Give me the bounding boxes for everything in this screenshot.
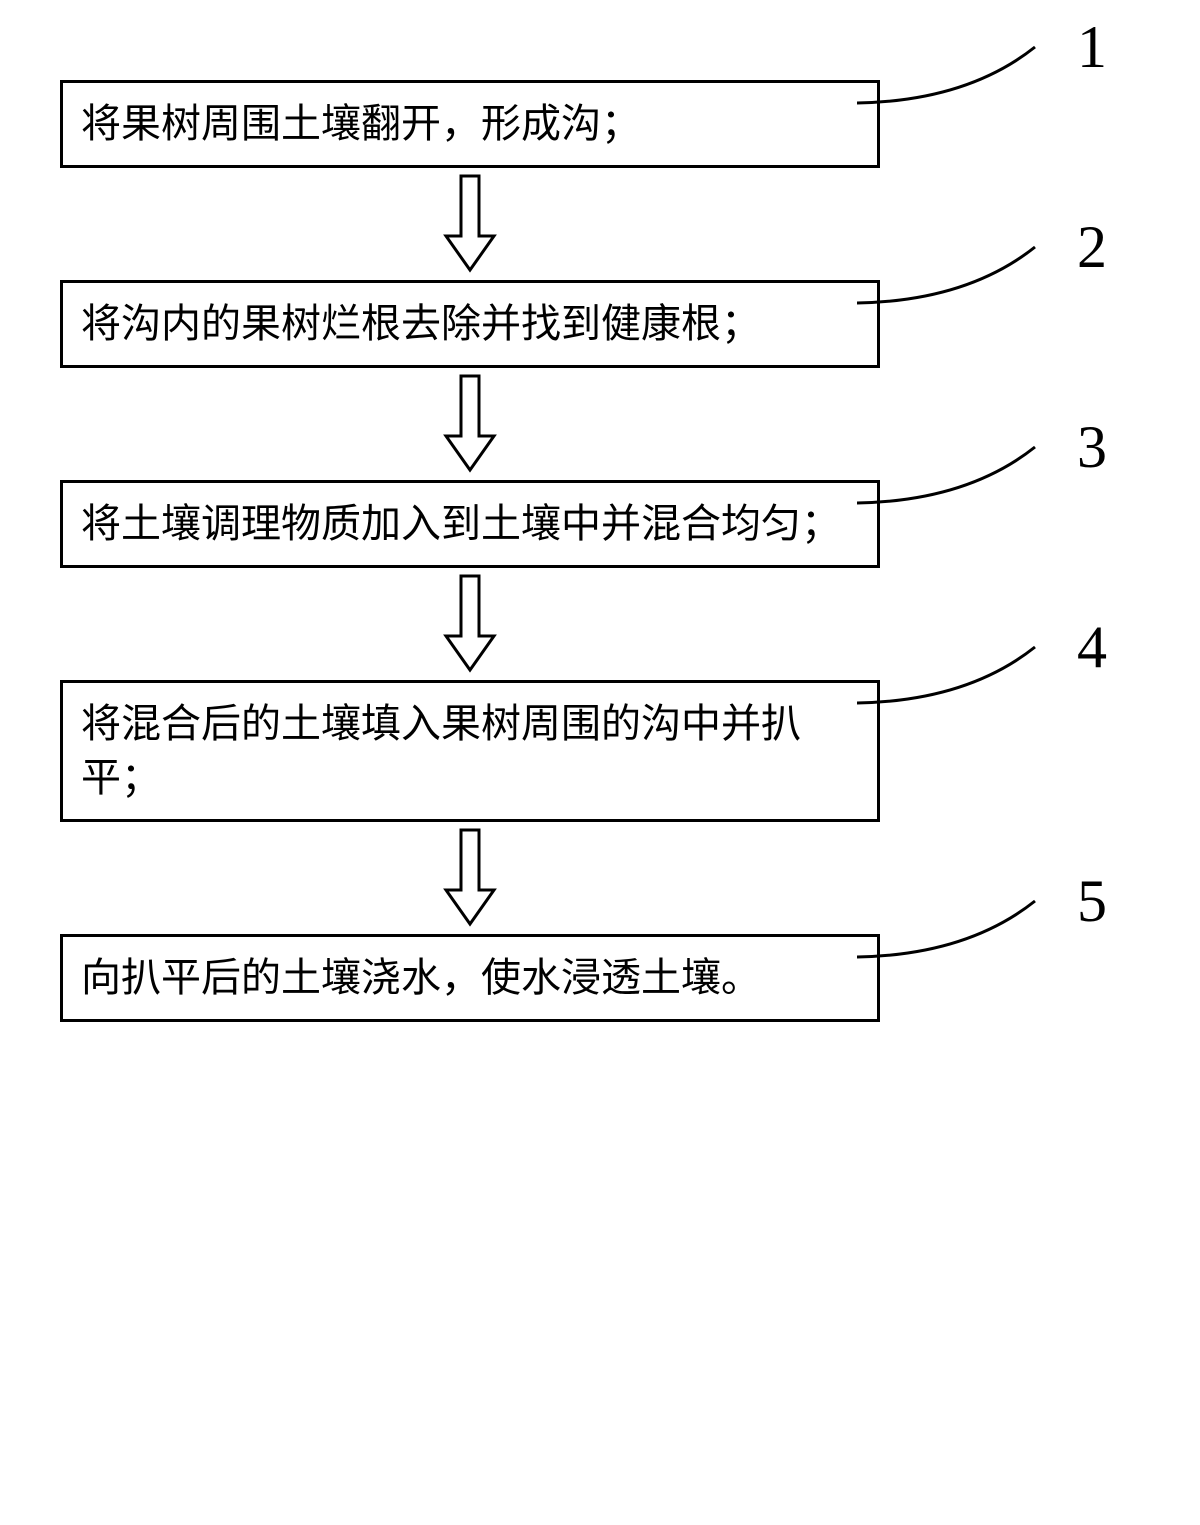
flowchart-container: 将果树周围土壤翻开，形成沟； 1 将沟内的果树烂根去除并找到健康根； 2 将土壤… bbox=[60, 80, 1140, 1022]
flow-step-2-label: 2 bbox=[1077, 213, 1107, 282]
flow-step-2: 将沟内的果树烂根去除并找到健康根； 2 bbox=[60, 280, 880, 368]
leader-line-2 bbox=[857, 241, 1077, 331]
leader-line-4 bbox=[857, 641, 1077, 731]
flow-step-4-label: 4 bbox=[1077, 613, 1107, 682]
flow-step-2-text: 将沟内的果树烂根去除并找到健康根； bbox=[81, 297, 859, 351]
leader-line-5 bbox=[857, 895, 1077, 985]
flow-step-5: 向扒平后的土壤浇水，使水浸透土壤。 5 bbox=[60, 934, 880, 1022]
leader-line-3 bbox=[857, 441, 1077, 531]
flow-step-1-label: 1 bbox=[1077, 13, 1107, 82]
flow-arrow-2-3 bbox=[60, 368, 880, 480]
flow-step-4-text: 将混合后的土壤填入果树周围的沟中并扒平； bbox=[81, 697, 859, 805]
flow-arrow-3-4 bbox=[60, 568, 880, 680]
flow-step-1: 将果树周围土壤翻开，形成沟； 1 bbox=[60, 80, 880, 168]
flow-step-4: 将混合后的土壤填入果树周围的沟中并扒平； 4 bbox=[60, 680, 880, 822]
flow-arrow-4-5 bbox=[60, 822, 880, 934]
flow-step-3-label: 3 bbox=[1077, 413, 1107, 482]
flow-step-5-text: 向扒平后的土壤浇水，使水浸透土壤。 bbox=[81, 951, 859, 1005]
flow-arrow-1-2 bbox=[60, 168, 880, 280]
flow-step-1-text: 将果树周围土壤翻开，形成沟； bbox=[81, 97, 859, 151]
flow-step-5-label: 5 bbox=[1077, 867, 1107, 936]
flow-step-3-text: 将土壤调理物质加入到土壤中并混合均匀； bbox=[81, 497, 859, 551]
flow-step-3: 将土壤调理物质加入到土壤中并混合均匀； 3 bbox=[60, 480, 880, 568]
leader-line-1 bbox=[857, 41, 1077, 131]
